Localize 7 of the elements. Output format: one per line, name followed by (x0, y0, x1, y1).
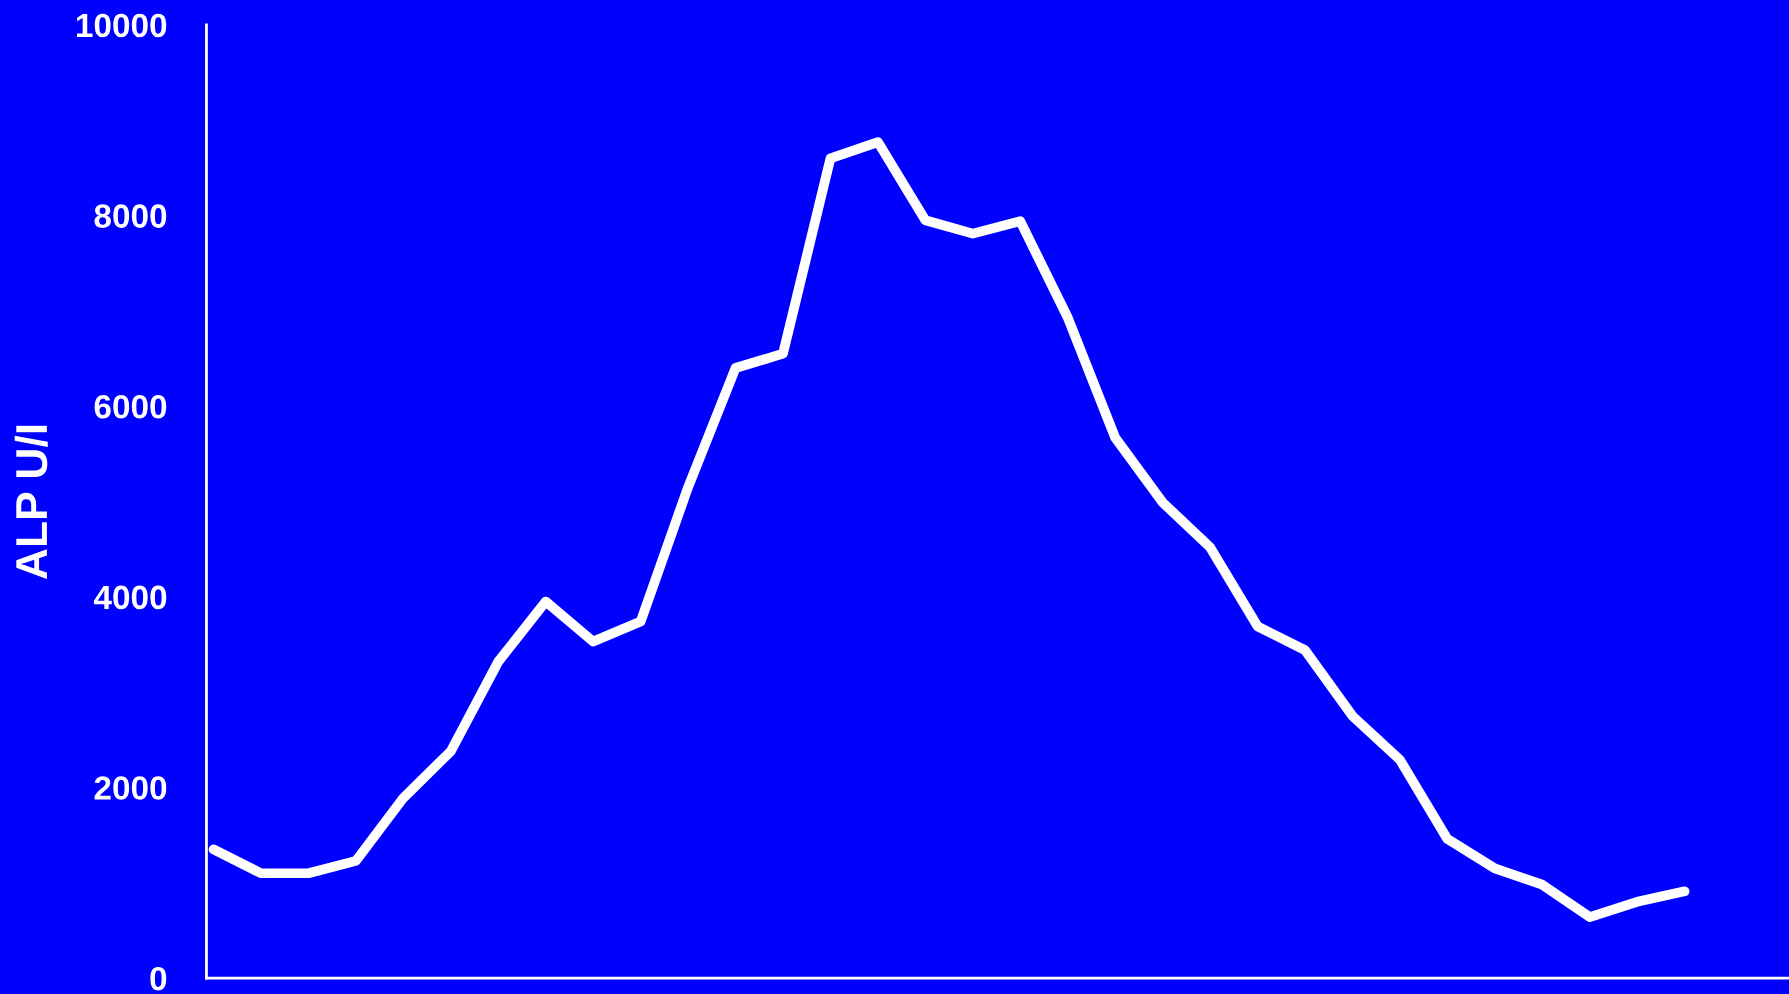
y-axis-title: ALP U/I (14, 425, 48, 579)
y-tick-label: 0 (150, 966, 167, 991)
y-tick-label: 6000 (94, 394, 167, 419)
y-tick-label: 10000 (76, 13, 167, 38)
y-tick-label: 8000 (94, 204, 167, 228)
y-tick-label: 2000 (94, 776, 167, 800)
y-tick-label: 4000 (93, 585, 167, 610)
